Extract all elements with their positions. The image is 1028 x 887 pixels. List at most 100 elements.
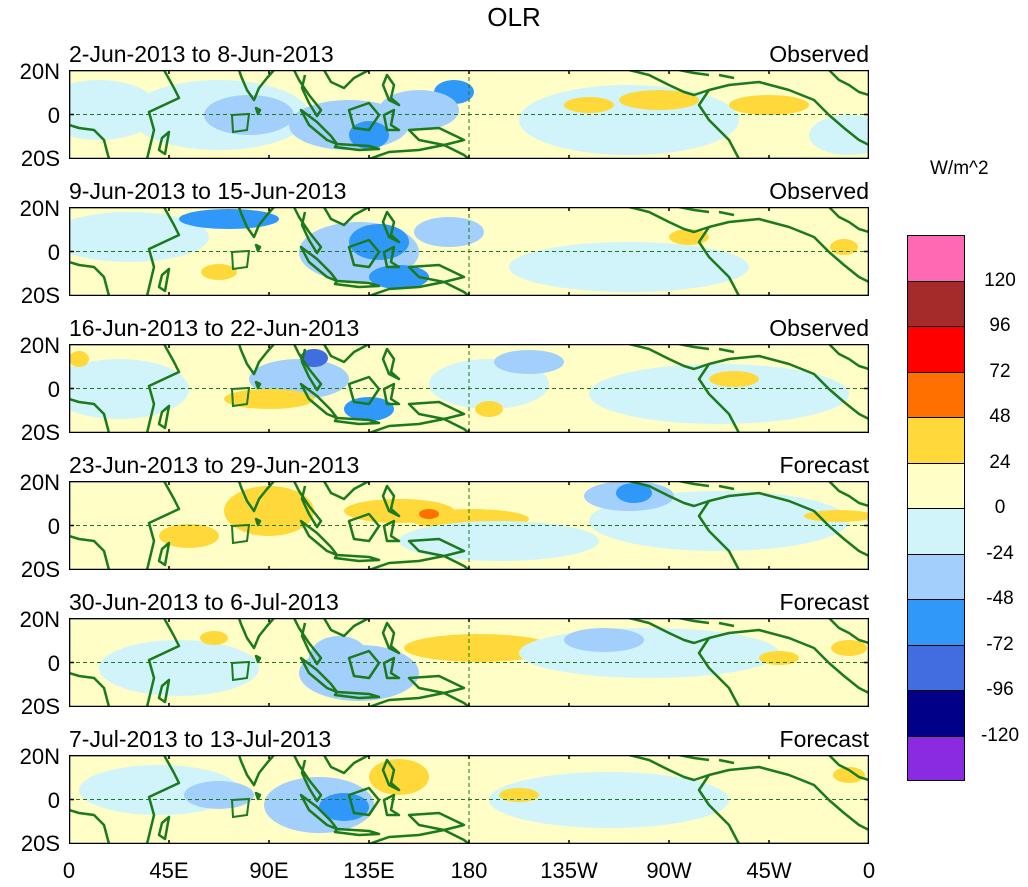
- latitude-label: 0: [47, 377, 60, 402]
- map-panel: [69, 344, 869, 433]
- colorbar-label: -120: [980, 724, 1020, 746]
- anomaly-contour: [300, 349, 328, 367]
- coastline: [381, 484, 401, 518]
- anomaly-contour: [499, 788, 539, 802]
- coastline: [382, 519, 401, 543]
- anomaly-contour: [564, 97, 614, 113]
- coastline: [628, 70, 710, 97]
- coastline: [237, 481, 275, 513]
- colorbar-label: 72: [989, 360, 1011, 382]
- coastline: [333, 416, 381, 426]
- coastline: [69, 207, 181, 296]
- anomaly-contour: [831, 640, 867, 656]
- colorbar-swatch: [907, 553, 965, 599]
- coastline: [407, 811, 466, 832]
- colorbar-label: 96: [989, 315, 1011, 336]
- colorbar-label: 120: [984, 269, 1016, 291]
- coastline: [697, 491, 869, 570]
- coastline: [157, 678, 171, 704]
- anomaly-contour: [616, 483, 652, 503]
- colorbar-label: 0: [994, 497, 1006, 518]
- coastline: [407, 400, 466, 421]
- coastline: [828, 70, 869, 97]
- region-box: [230, 386, 251, 408]
- colorbar-swatch: [907, 235, 965, 281]
- coastline: [368, 828, 470, 844]
- colorbar-swatch: [907, 417, 965, 463]
- anomaly-contour: [619, 90, 699, 110]
- coastline: [828, 618, 869, 645]
- panel-status: Forecast: [779, 452, 869, 478]
- latitude-label: 20S: [20, 146, 60, 171]
- longitude-label: 180: [450, 858, 488, 883]
- colorbar-swatch: [907, 644, 965, 690]
- anomaly-contour: [833, 767, 865, 783]
- coastline: [292, 207, 370, 255]
- region-box: [230, 660, 251, 682]
- anomaly-contour: [201, 264, 237, 280]
- coastline: [292, 618, 370, 666]
- longitude-label: 135E: [343, 858, 395, 883]
- coastline: [292, 344, 370, 392]
- coastline: [382, 793, 401, 817]
- coastline: [237, 344, 275, 376]
- panel-date-range: 30-Jun-2013 to 6-Jul-2013: [69, 589, 339, 615]
- coastline: [697, 80, 869, 159]
- anomaly-contour: [509, 242, 749, 292]
- coastline: [292, 481, 370, 529]
- colorbar-swatch: [907, 371, 965, 417]
- colorbar-swatch: [907, 599, 965, 645]
- coastline: [254, 654, 262, 664]
- colorbar-swatch: [907, 508, 965, 554]
- map-panel: [69, 70, 869, 159]
- coastline: [69, 344, 181, 433]
- colorbar-swatch: [907, 462, 965, 508]
- coastline: [347, 786, 381, 817]
- coastline: [254, 243, 262, 253]
- coastline: [828, 755, 869, 782]
- anomaly-contour: [419, 509, 439, 519]
- olr-anomaly-map: [69, 207, 869, 296]
- panel-status: Observed: [769, 178, 869, 204]
- anomaly-contour: [159, 524, 219, 548]
- latitude-label: 20S: [20, 831, 60, 856]
- coastline: [254, 106, 262, 116]
- latitude-label: 20S: [20, 694, 60, 719]
- coastline: [382, 656, 401, 680]
- coastline: [368, 691, 470, 707]
- coastline: [381, 210, 401, 244]
- colorbar-label: -96: [986, 679, 1014, 700]
- latitude-label: 20S: [20, 283, 60, 308]
- longitude-label: 90W: [646, 858, 692, 883]
- coastline: [697, 217, 869, 296]
- latitude-label: 0: [47, 240, 60, 265]
- latitude-label: 0: [47, 103, 60, 128]
- region-box: [230, 249, 251, 271]
- panel-date-range: 23-Jun-2013 to 29-Jun-2013: [69, 452, 360, 478]
- map-panel: [69, 481, 869, 570]
- longitude-label: 0: [62, 858, 76, 883]
- coastline: [381, 758, 401, 792]
- latitude-label: 20S: [20, 420, 60, 445]
- latitude-label: 20N: [19, 470, 60, 495]
- colorbar-label: -72: [986, 633, 1014, 655]
- coastline: [333, 827, 381, 837]
- latitude-label: 20N: [19, 59, 60, 84]
- coastline: [237, 618, 275, 650]
- anomaly-contour: [519, 628, 779, 678]
- figure-title: OLR: [487, 2, 541, 32]
- coastline: [347, 375, 381, 406]
- colorbar-swatch: [907, 280, 965, 326]
- coastline: [628, 344, 710, 371]
- coastline: [69, 618, 181, 707]
- anomaly-contour: [414, 217, 484, 247]
- anomaly-contour: [759, 651, 799, 665]
- olr-anomaly-map: [69, 344, 869, 433]
- coastline: [382, 245, 401, 269]
- latitude-label: 20N: [19, 744, 60, 769]
- panel-date-range: 2-Jun-2013 to 8-Jun-2013: [69, 41, 334, 67]
- coastline: [628, 207, 710, 234]
- coastline: [333, 690, 381, 700]
- olr-anomaly-map: [69, 618, 869, 707]
- anomaly-contour: [729, 95, 809, 115]
